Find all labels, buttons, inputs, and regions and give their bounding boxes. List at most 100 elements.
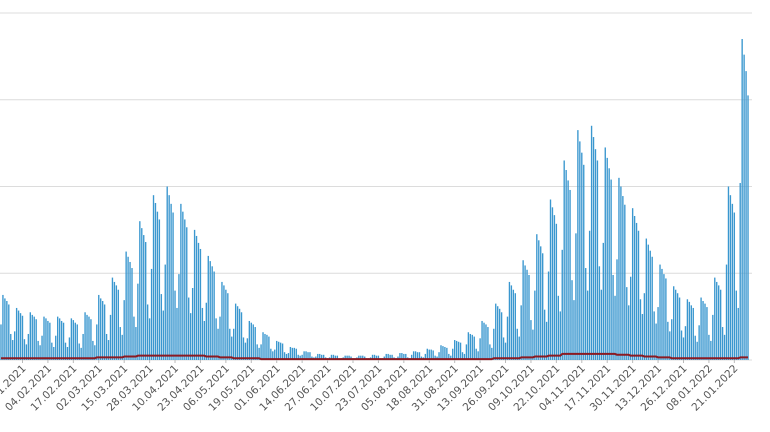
bar [723,334,726,360]
bar [500,312,503,360]
bar [553,215,556,360]
bar [680,330,683,360]
bar [322,354,325,360]
bar [626,287,628,360]
bar [405,353,407,360]
bar [696,341,698,360]
bar [643,293,646,360]
bar [463,353,466,360]
bar [272,351,274,360]
bar [385,353,387,360]
bar [745,71,747,360]
bar [297,354,299,360]
bar [588,230,591,360]
bar [716,281,718,360]
bar [37,340,39,360]
bar [33,316,35,360]
bar [158,219,161,360]
bar [191,287,194,360]
bar [502,337,505,360]
bar [674,289,677,360]
bar [438,352,440,360]
bar [146,304,149,360]
bar [495,303,497,360]
bar [358,355,360,360]
bar [283,352,286,360]
bar [41,335,43,360]
bar [401,353,403,360]
bar [663,274,665,360]
bar [694,335,696,360]
bar [530,320,532,360]
bar [92,340,94,360]
bar [238,308,241,360]
bar [686,299,689,360]
bar [299,355,301,360]
bar [403,353,405,360]
bar [287,353,290,360]
bar [277,341,280,360]
bar [45,318,47,360]
bar [444,346,446,360]
bar [432,350,434,360]
bar [148,318,151,360]
bar [698,325,700,360]
bar [78,343,80,360]
bar [53,346,55,360]
bar [616,259,618,360]
bar [174,290,176,360]
bar [551,207,554,360]
bar [74,322,76,360]
bar [373,354,376,360]
bar [673,286,675,360]
bar [117,289,119,360]
bar [526,269,528,360]
bar [596,160,599,360]
bar [182,211,184,360]
bar [6,301,8,360]
bar [258,347,260,360]
bar [215,318,217,360]
bar [426,348,428,360]
bar [8,304,10,360]
bar [197,242,200,360]
bar [412,351,415,360]
bar [659,264,661,360]
bar [514,293,516,360]
bar [508,281,511,360]
bar [524,265,526,360]
bar [741,39,743,361]
bar [195,235,198,360]
bar [389,354,391,360]
bar [446,347,448,360]
bar [718,285,720,360]
bar [176,307,178,360]
bar [35,319,37,360]
bar [172,212,174,360]
bar [256,344,258,360]
bar [346,355,348,360]
bar [58,318,61,360]
bar [317,353,319,360]
bar [547,271,550,360]
bar [307,352,309,360]
bar [321,354,323,360]
bar [360,355,362,360]
bar [416,352,419,360]
bar [651,256,653,360]
line [0,352,749,361]
bar [168,195,170,360]
bar [522,260,524,360]
bar [434,355,436,360]
bar [520,305,522,360]
bar [199,248,202,360]
bar [64,342,67,360]
bar [164,264,166,360]
bar [209,261,211,360]
bar [684,326,687,360]
bar [549,199,552,360]
bar [15,307,18,360]
bar [641,314,644,360]
bar [248,320,251,360]
